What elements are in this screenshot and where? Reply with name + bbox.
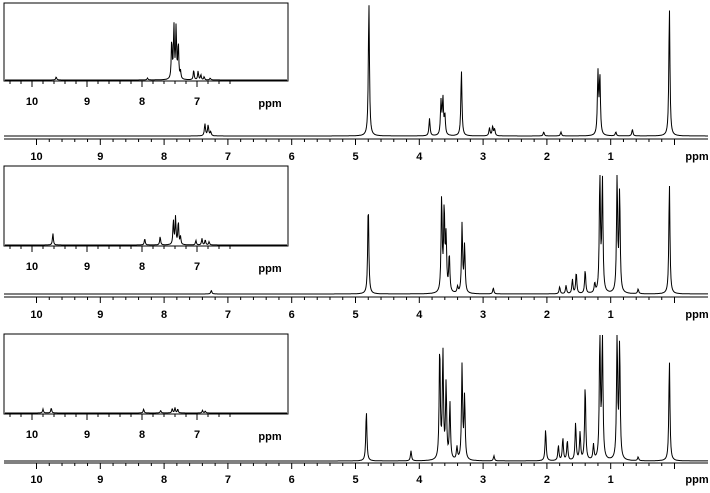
tick-label-2: 10 bbox=[30, 309, 42, 321]
tick-label-1: ppm bbox=[685, 151, 708, 163]
tick-label-2: 9 bbox=[97, 309, 103, 321]
spectrum-trace-3 bbox=[4, 334, 708, 462]
tick-label-3: 6 bbox=[289, 474, 295, 486]
inset-tick-label-2: 7 bbox=[194, 261, 200, 273]
tick-label-3: 10 bbox=[30, 474, 42, 486]
inset-frame-2 bbox=[3, 165, 289, 247]
tick-label-3: 8 bbox=[161, 474, 167, 486]
inset-frame-1 bbox=[3, 2, 289, 82]
inset-tick-label-2: 10 bbox=[26, 261, 38, 273]
tick-label-2: ppm bbox=[685, 309, 708, 321]
inset-tick-label-1: 8 bbox=[139, 96, 145, 108]
tick-label-2: 6 bbox=[289, 309, 295, 321]
tick-label-3: 5 bbox=[352, 474, 358, 486]
tick-label-2: 5 bbox=[352, 309, 358, 321]
tick-label-2: 4 bbox=[416, 309, 423, 321]
inset-frame-3 bbox=[3, 333, 289, 415]
inset-spectrum-trace-3 bbox=[5, 407, 287, 414]
tick-label-2: 7 bbox=[225, 309, 231, 321]
spectrum-trace-2 bbox=[4, 174, 708, 295]
inset-tick-label-2: 9 bbox=[84, 261, 90, 273]
spectrum-trace-1 bbox=[4, 5, 708, 137]
inset-tick-label-3: 9 bbox=[84, 429, 90, 441]
inset-tick-label-3: 10 bbox=[26, 429, 38, 441]
tick-label-3: 4 bbox=[416, 474, 423, 486]
tick-label-1: 3 bbox=[480, 151, 486, 163]
tick-label-3: 2 bbox=[544, 474, 550, 486]
inset-spectrum-trace-2 bbox=[5, 215, 287, 246]
inset-spectrum-trace-1 bbox=[5, 22, 287, 81]
inset-tick-label-1: 7 bbox=[194, 96, 200, 108]
tick-label-1: 1 bbox=[608, 151, 614, 163]
tick-label-3: 7 bbox=[225, 474, 231, 486]
tick-label-1: 6 bbox=[289, 151, 295, 163]
tick-label-1: 8 bbox=[161, 151, 167, 163]
tick-label-3: ppm bbox=[685, 474, 708, 486]
inset-tick-label-1: 10 bbox=[26, 96, 38, 108]
tick-label-3: 1 bbox=[608, 474, 614, 486]
tick-label-3: 9 bbox=[97, 474, 103, 486]
inset-tick-label-3: ppm bbox=[258, 431, 281, 443]
tick-label-2: 3 bbox=[480, 309, 486, 321]
tick-label-1: 5 bbox=[352, 151, 358, 163]
tick-label-2: 1 bbox=[608, 309, 614, 321]
inset-tick-label-1: ppm bbox=[258, 98, 281, 110]
tick-label-1: 10 bbox=[30, 151, 42, 163]
inset-tick-label-3: 8 bbox=[139, 429, 145, 441]
tick-label-2: 8 bbox=[161, 309, 167, 321]
tick-label-3: 3 bbox=[480, 474, 486, 486]
inset-tick-label-2: 8 bbox=[139, 261, 145, 273]
inset-tick-label-3: 7 bbox=[194, 429, 200, 441]
inset-tick-label-2: ppm bbox=[258, 263, 281, 275]
tick-label-1: 2 bbox=[544, 151, 550, 163]
inset-tick-label-1: 9 bbox=[84, 96, 90, 108]
tick-label-1: 7 bbox=[225, 151, 231, 163]
tick-label-1: 4 bbox=[416, 151, 423, 163]
tick-label-2: 2 bbox=[544, 309, 550, 321]
tick-label-1: 9 bbox=[97, 151, 103, 163]
